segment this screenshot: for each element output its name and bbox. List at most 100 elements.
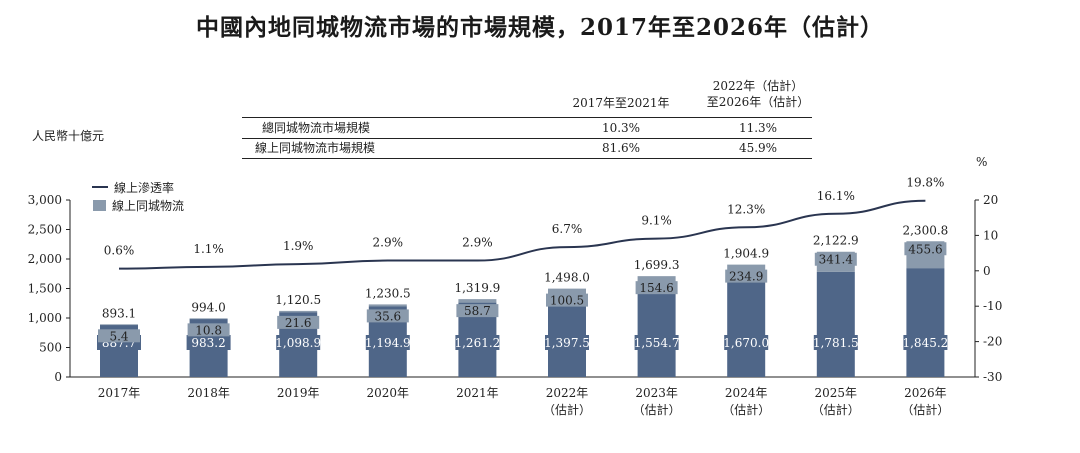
left-axis-tick-label: 0: [54, 370, 62, 384]
bar-segment-offline: [906, 268, 945, 377]
bar-label-bg: [455, 335, 500, 350]
bar-segment-online: [368, 304, 407, 307]
cagr-row-value: 45.9%: [738, 141, 778, 155]
left-axis-tick-label: 2,500: [28, 223, 62, 237]
bar-label-bg: [277, 315, 320, 329]
right-axis-tick-label: -10: [983, 299, 1002, 313]
bar-label-bg: [187, 323, 230, 337]
left-axis-tick-label: 500: [39, 341, 62, 355]
bar-label-bg: [365, 335, 410, 350]
left-axis-tick-label: 3,000: [28, 193, 62, 207]
bar-value-label-online: 35.6: [374, 309, 401, 323]
penetration-rate-label: 19.8%: [906, 176, 944, 190]
bar-value-label-online: 341.4: [819, 253, 854, 267]
bar-value-label-offline: 1,554.7: [634, 336, 680, 350]
bar-total-label: 1,498.0: [544, 271, 590, 285]
bar-label-bg: [814, 252, 857, 266]
x-axis-tick-label: 2022年: [546, 386, 589, 400]
x-axis-tick-label: 2021年: [456, 386, 499, 400]
bar-value-label-online: 21.6: [285, 316, 312, 330]
cagr-top-rule: [242, 117, 812, 118]
left-axis-tick-label: 2,000: [28, 252, 62, 266]
right-axis-tick-label: 0: [983, 264, 991, 278]
legend-bar-label: 線上同城物流: [112, 198, 185, 213]
penetration-rate-label: 0.6%: [104, 244, 135, 258]
x-axis-tick-label: 2024年: [725, 386, 768, 400]
penetration-rate-label: 6.7%: [552, 222, 583, 236]
right-axis-tick-label: -30: [983, 370, 1002, 384]
penetration-rate-label: 1.9%: [283, 239, 314, 253]
x-axis-tick-label: （估計）: [812, 402, 860, 417]
bar-total-label: 1,319.9: [454, 281, 500, 295]
penetration-rate-label: 9.1%: [641, 214, 672, 228]
bar-segment-online: [458, 299, 497, 303]
bar-label-bg: [545, 335, 589, 350]
bar-value-label-offline: 1,781.5: [813, 336, 859, 350]
bar-label-bg: [366, 309, 409, 323]
bar-value-label-online: 100.5: [550, 294, 584, 308]
x-axis-tick-label: （估計）: [633, 402, 681, 417]
penetration-rate-label: 2.9%: [373, 236, 404, 250]
x-axis-tick-label: （估計）: [901, 402, 949, 417]
bar-label-bg: [546, 293, 588, 307]
bar-segment-offline: [727, 278, 766, 377]
x-axis-tick-label: 2023年: [635, 386, 678, 400]
cagr-row-value: 81.6%: [601, 141, 641, 155]
bar-label-bg: [634, 335, 679, 350]
right-axis-tick-label: 20: [983, 193, 998, 207]
left-axis-tick-label: 1,000: [28, 311, 62, 325]
bar-segment-offline: [637, 285, 676, 377]
cagr-col1-header: 2017年至2021年: [572, 96, 670, 110]
penetration-rate-label: 12.3%: [727, 202, 765, 216]
legend-bar-swatch: [93, 199, 106, 211]
bar-total-label: 1,120.5: [275, 293, 321, 307]
cagr-bottom-rule: [242, 158, 812, 159]
bar-value-label-offline: 1,261.2: [454, 336, 500, 350]
bar-label-bg: [725, 269, 768, 283]
bar-label-bg: [98, 329, 140, 343]
bar-segment-online: [189, 318, 228, 320]
bar-value-label-offline: 1,098.9: [275, 336, 321, 350]
bar-value-label-offline: 1,194.9: [365, 336, 411, 350]
bar-label-bg: [903, 335, 948, 350]
bar-value-label-offline: 1,670.0: [723, 336, 769, 350]
bar-value-label-online: 455.6: [908, 242, 942, 256]
cagr-row-value: 10.3%: [601, 121, 641, 135]
penetration-line: [118, 199, 926, 270]
legend-item-line: 線上滲透率: [92, 178, 184, 196]
bar-total-label: 994.0: [191, 300, 225, 314]
bar-label-bg: [276, 335, 321, 350]
x-axis-tick-label: 2025年: [815, 386, 858, 400]
penetration-rate-label: 2.9%: [462, 236, 493, 250]
bar-label-bg: [456, 304, 499, 318]
bar-value-label-offline: 1,845.2: [902, 336, 948, 350]
bar-segment-online: [100, 324, 138, 326]
bar-value-label-online: 154.6: [639, 281, 673, 295]
bar-segment-online: [279, 310, 318, 313]
x-axis-tick-label: 2019年: [277, 386, 320, 400]
bar-total-label: 2,122.9: [813, 234, 859, 248]
bar-total-label: 893.1: [102, 306, 136, 320]
right-axis-tick-label: 10: [983, 228, 998, 242]
bar-segment-online: [548, 288, 586, 295]
bar-value-label-online: 10.8: [195, 323, 222, 337]
penetration-rate-label: 1.1%: [193, 242, 224, 256]
legend-line-label: 線上滲透率: [114, 180, 175, 195]
bar-value-label-online: 5.4: [109, 329, 128, 343]
cagr-col2-header-line1: 2022年（估計）: [712, 79, 804, 93]
chart-title: 中國內地同城物流市場的市場規模，2017年至2026年（估計）: [195, 14, 885, 41]
cagr-mid-rule: [242, 138, 812, 139]
bar-total-label: 1,230.5: [365, 286, 411, 300]
cagr-col2-header-line2: 至2026年（估計）: [706, 95, 810, 109]
bar-value-label-offline: 983.2: [191, 336, 225, 350]
bar-segment-offline: [816, 271, 855, 377]
bar-label-bg: [635, 281, 678, 295]
legend: 線上滲透率 線上同城物流: [92, 178, 184, 214]
right-axis-tick-label: -20: [983, 335, 1002, 349]
x-axis-tick-label: （估計）: [543, 402, 591, 417]
x-axis-tick-label: 2020年: [367, 386, 410, 400]
cagr-row-label: 總同城物流市場規模: [262, 121, 371, 135]
bar-label-bg: [904, 242, 947, 256]
right-axis-unit: %: [976, 155, 988, 169]
legend-item-bar: 線上同城物流: [92, 196, 184, 214]
